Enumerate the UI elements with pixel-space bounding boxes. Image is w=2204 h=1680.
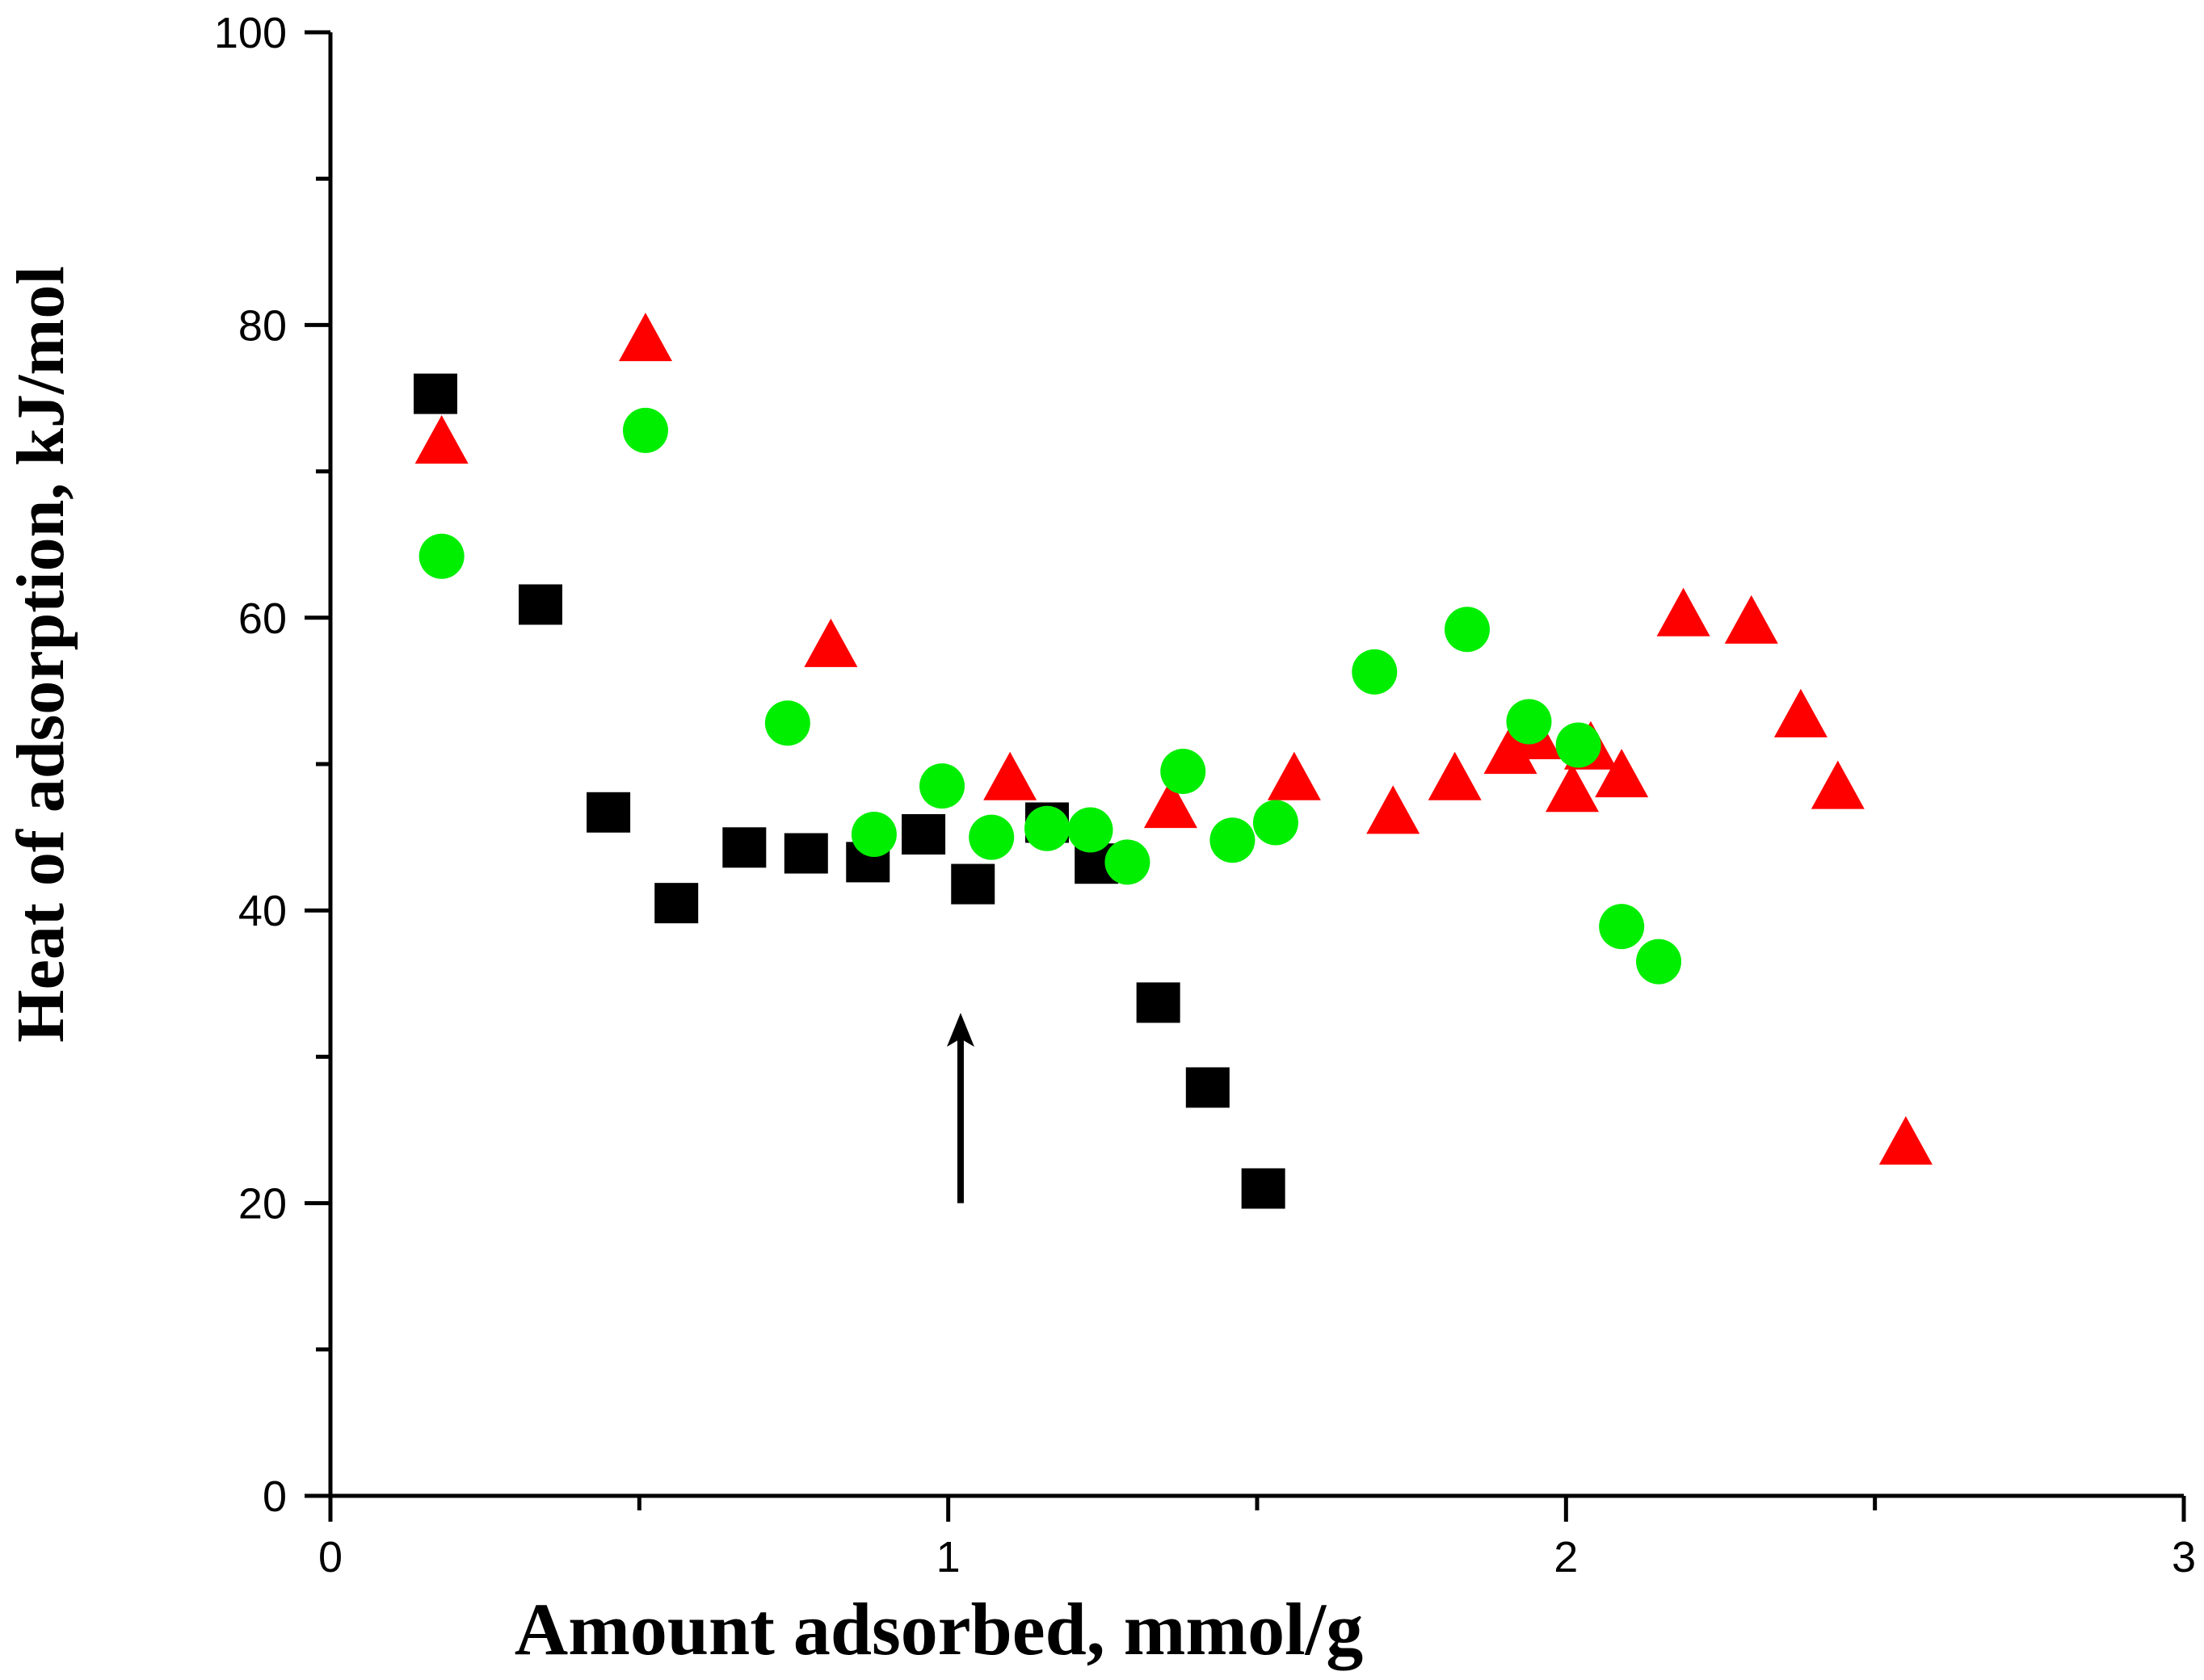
circle-point [1024,805,1070,851]
circle-point [622,407,668,453]
axis-labels: Amount adsorbed, mmol/g Heat of adsorpti… [3,266,1363,1670]
circle-point [1352,649,1398,695]
triangle-point [1811,760,1865,809]
circle-point [1599,904,1645,950]
triangle-point [1724,594,1778,644]
x-tick-label: 1 [936,1533,961,1581]
y-tick-label: 20 [238,1180,287,1228]
circle-point [1636,939,1682,985]
y-tick-label: 80 [238,301,287,350]
y-axis-title: Heat of adsorption, kJ/mol [3,266,78,1042]
circle-point [969,814,1015,860]
circle-point [851,811,897,857]
triangle-point [1483,725,1537,775]
triangle-point [1595,749,1649,798]
axes: 0 20 40 60 80 100 0 1 2 3 [214,9,2196,1581]
triangle-point [983,751,1037,800]
triangle-point [414,414,469,464]
circle-point [1506,699,1552,745]
triangle-point [1267,751,1321,800]
circle-point [419,533,465,579]
square-point [1185,1067,1230,1108]
circle-point [1160,749,1206,795]
triangle-point [1366,785,1420,834]
square-point [722,827,767,868]
circle-point [1444,607,1490,653]
x-axis-title: Amount adsorbed, mmol/g [515,1588,1363,1670]
triangle-point [804,618,858,667]
circle-point [1209,817,1256,863]
circle-point [764,700,810,746]
data-marks [413,313,1933,1209]
triangle-point [618,313,672,362]
square-point [1241,1168,1285,1209]
triangle-point [1656,587,1710,636]
circle-point [1252,800,1298,846]
x-tick-label: 3 [2172,1533,2196,1581]
square-point [951,863,995,905]
square-point [902,813,946,855]
square-point [784,833,828,874]
circle-point [919,763,965,809]
series-squares [413,373,1285,1209]
circle-point [1067,807,1113,853]
triangle-point [1878,1115,1933,1165]
triangle-point [1545,763,1599,813]
circle-point [1104,839,1150,885]
square-point [1136,982,1180,1023]
x-tick-label: 0 [318,1533,343,1581]
square-point [413,373,457,414]
triangle-point [1143,779,1197,829]
series-circles [419,407,1682,985]
y-tick-label: 40 [238,887,287,935]
y-tick-label: 100 [214,9,287,57]
square-point [587,792,631,833]
y-tick-label: 0 [263,1472,287,1521]
square-point [654,883,699,924]
square-point [518,584,562,625]
triangle-point [1773,688,1828,737]
triangle-point [1428,751,1482,800]
circle-point [1555,722,1601,768]
x-tick-label: 2 [1554,1533,1578,1581]
annotations [946,1013,974,1203]
y-tick-label: 60 [238,594,287,643]
series-triangles [414,313,1933,1165]
arrow-head [946,1013,974,1048]
